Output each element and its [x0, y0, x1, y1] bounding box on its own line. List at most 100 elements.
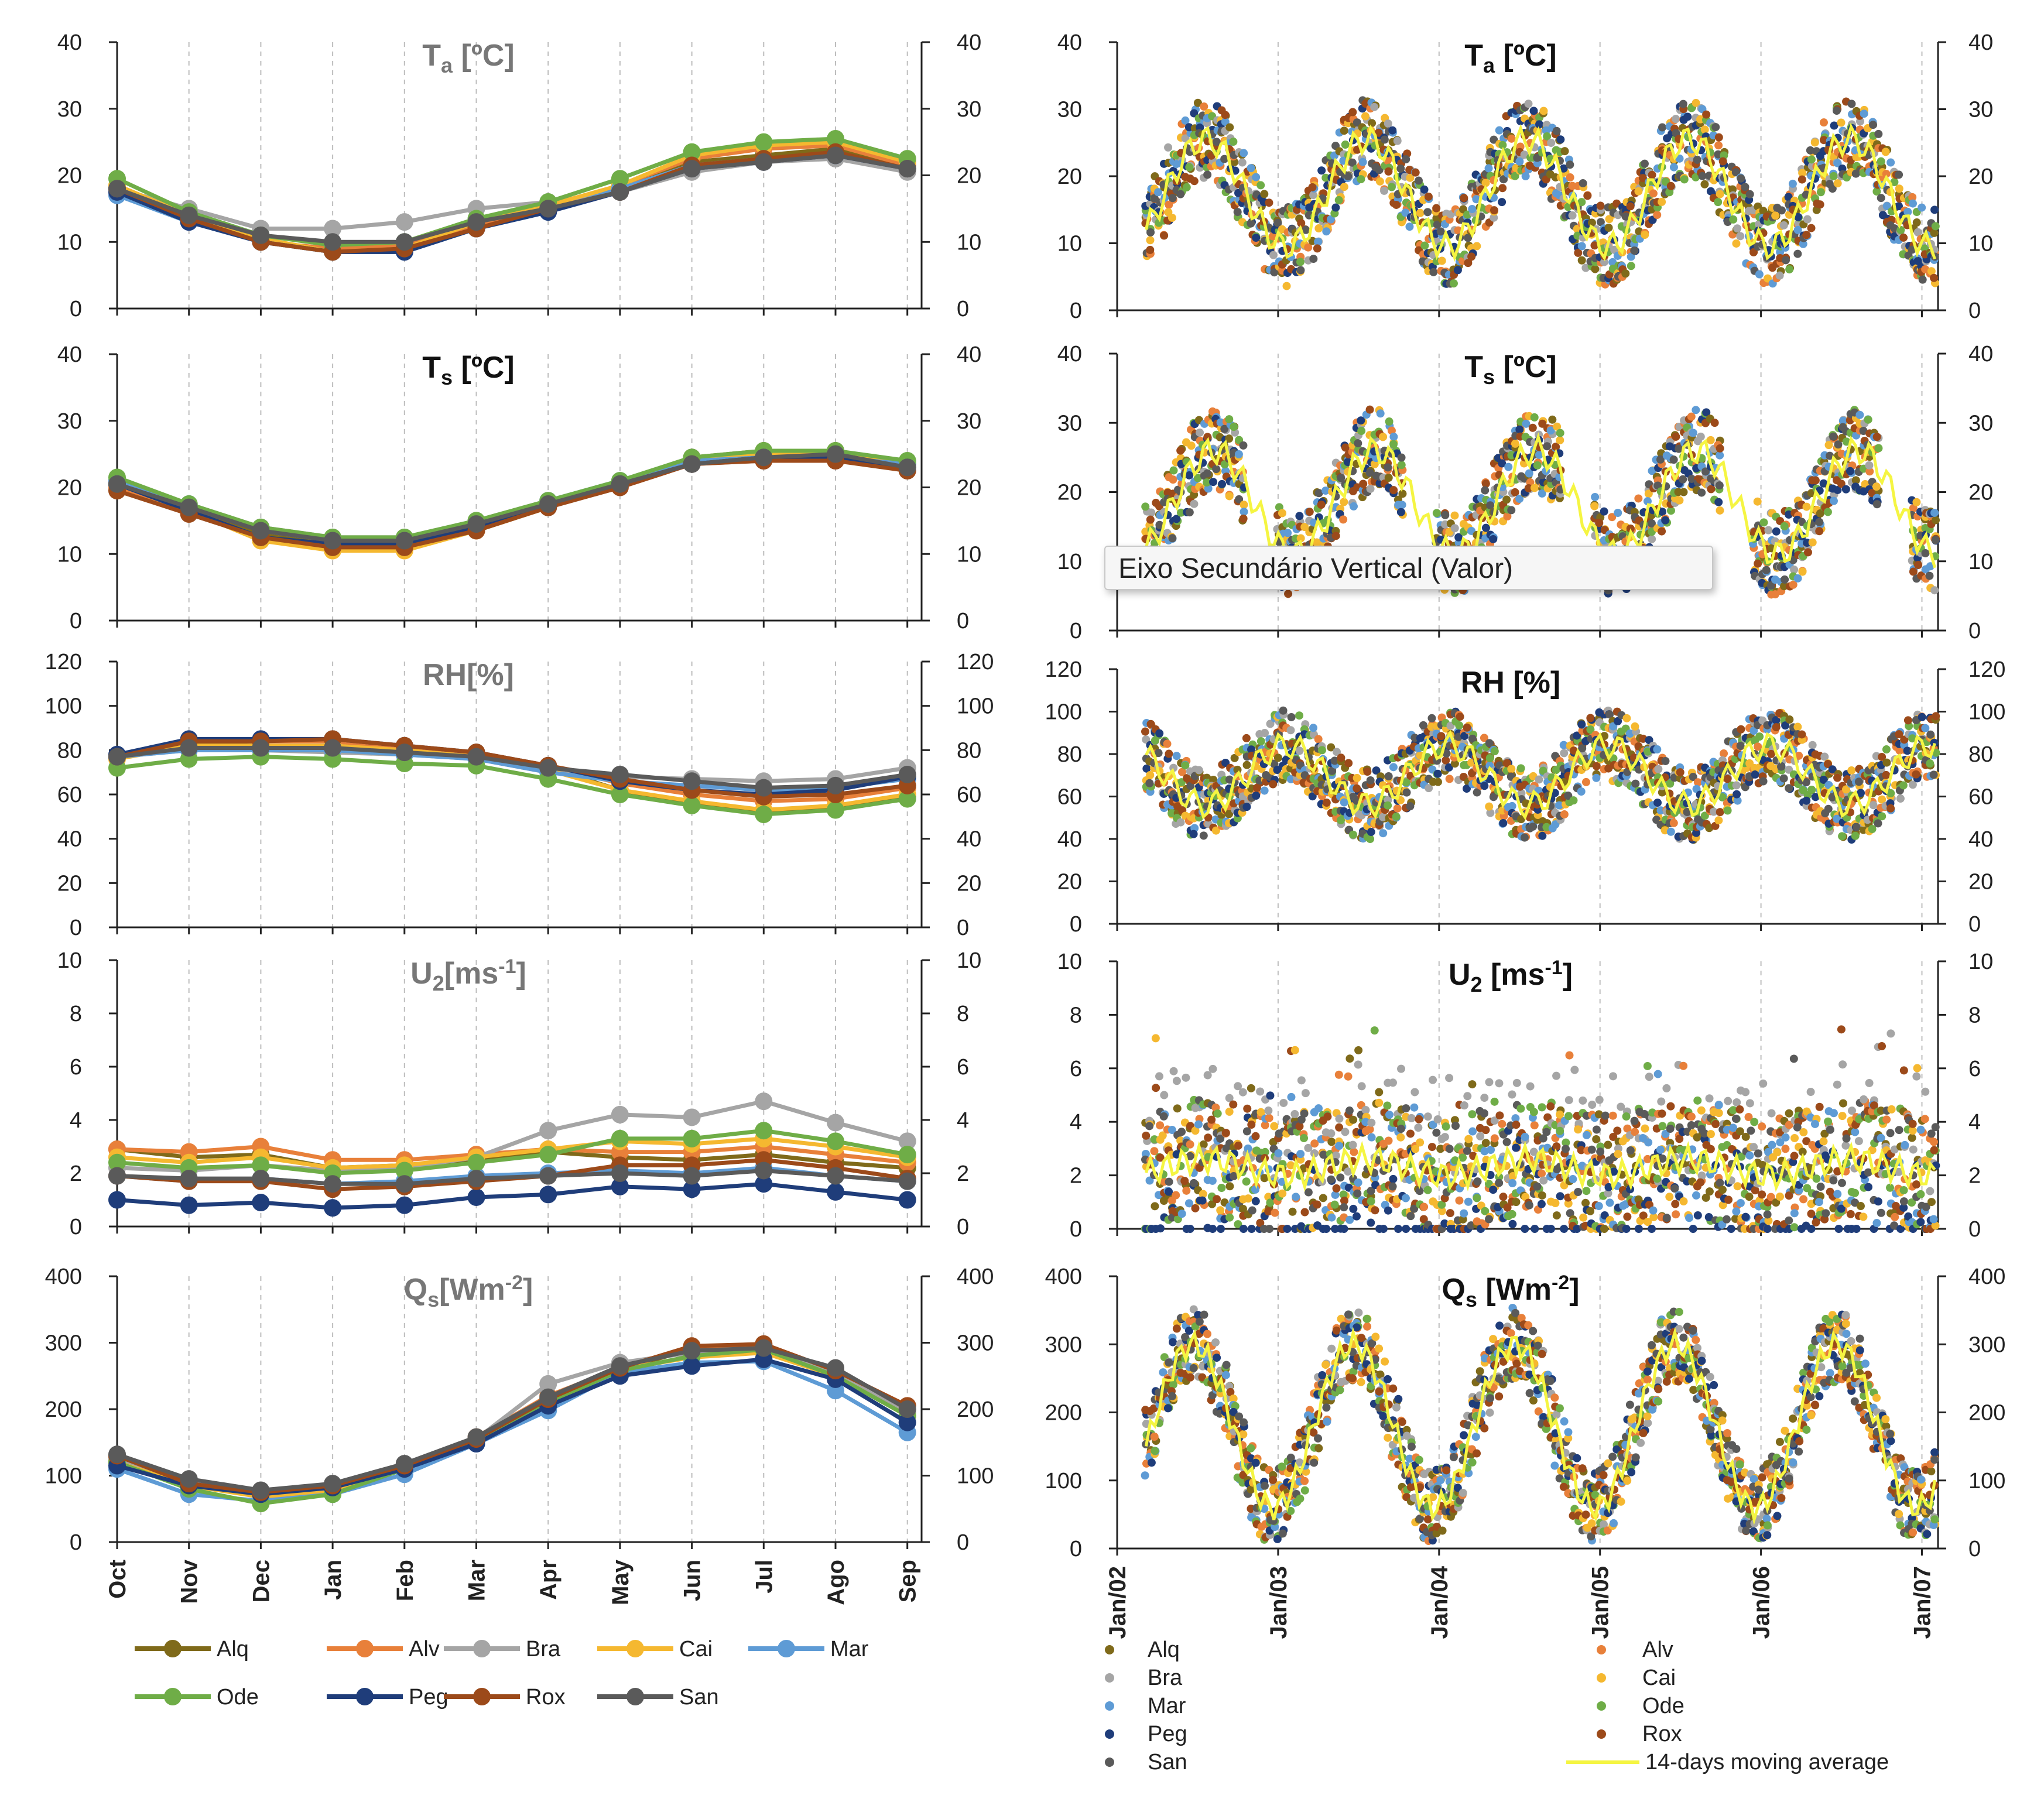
data-point [1772, 527, 1781, 536]
y-tick-label-secondary: 30 [957, 409, 981, 434]
data-point [1247, 164, 1255, 173]
data-point-San [611, 475, 629, 493]
data-point [1931, 222, 1940, 231]
data-point [1200, 102, 1208, 111]
data-point-Peg [683, 1180, 701, 1198]
data-point [1737, 174, 1745, 183]
data-point-San [755, 153, 773, 171]
data-point-Peg [467, 1188, 485, 1206]
data-point [1309, 191, 1318, 200]
panel-title: Ts [ºC] [1464, 350, 1556, 389]
data-point-San [180, 498, 198, 516]
data-point [1658, 197, 1666, 206]
data-point [1714, 141, 1723, 150]
data-point [1282, 282, 1291, 290]
data-point [1596, 218, 1605, 227]
data-point-San [324, 1175, 342, 1193]
data-point [1816, 200, 1824, 209]
data-point [1785, 265, 1794, 274]
data-point [1714, 198, 1723, 207]
data-point [1908, 199, 1917, 208]
data-point [1432, 509, 1441, 518]
data-point [1384, 463, 1392, 472]
data-point [1172, 515, 1181, 523]
data-point [1700, 125, 1709, 134]
data-point [1912, 218, 1921, 227]
data-point [1627, 262, 1635, 270]
data-point [1535, 775, 1543, 784]
data-point [1341, 141, 1350, 149]
series-line-San [116, 1346, 909, 1492]
y-tick-label: 10 [1057, 232, 1082, 256]
data-point [1877, 157, 1885, 166]
y-tick-label-secondary: 2 [957, 1162, 969, 1186]
data-point [1172, 752, 1181, 760]
data-point-Bra [539, 1122, 557, 1140]
data-point-Bra [827, 1114, 844, 1132]
y-tick-label: 20 [57, 476, 82, 501]
data-point [1141, 727, 1149, 736]
data-point [1147, 508, 1156, 517]
y-tick-label-secondary: 20 [1968, 165, 1993, 189]
y-tick-label-secondary: 40 [1968, 30, 1993, 55]
data-point [1710, 419, 1719, 427]
data-point [1930, 273, 1939, 282]
data-point [1621, 212, 1630, 221]
data-point [1583, 191, 1592, 200]
data-point [1164, 143, 1173, 152]
y-tick-label-secondary: 100 [957, 694, 994, 719]
data-point [1692, 406, 1700, 414]
data-point-San [539, 495, 557, 513]
data-point-San [395, 532, 413, 550]
data-point [1273, 753, 1282, 762]
data-point-Peg [827, 1183, 844, 1201]
data-point [1788, 179, 1797, 188]
data-point [1837, 118, 1846, 127]
data-point [1185, 508, 1194, 517]
data-point [1305, 508, 1314, 516]
data-point [1504, 463, 1513, 471]
data-point-San [467, 1170, 485, 1188]
data-point [1566, 173, 1574, 182]
data-point [1581, 777, 1590, 786]
series-line-Rox [116, 458, 908, 550]
data-point-Peg [108, 1191, 126, 1209]
data-point-Bra [683, 1108, 701, 1126]
data-point-Peg [611, 1177, 629, 1195]
y-tick-label-secondary: 40 [1968, 827, 1993, 852]
data-point [1405, 222, 1414, 231]
data-point [1882, 170, 1891, 179]
y-tick-label-secondary: 0 [1968, 912, 1981, 937]
data-point [1559, 164, 1568, 173]
y-tick-label-secondary: 20 [957, 164, 981, 189]
data-point [1433, 769, 1442, 778]
data-point [1384, 167, 1393, 176]
data-point [1872, 433, 1881, 441]
y-tick-label-secondary: 400 [957, 1265, 994, 1289]
data-point [1872, 187, 1881, 196]
y-tick-label-secondary: 20 [1968, 481, 1993, 505]
data-point [1393, 136, 1402, 145]
data-point [1242, 760, 1251, 769]
data-point [1711, 123, 1720, 132]
data-point [1654, 765, 1663, 773]
data-point [1556, 436, 1564, 444]
data-point [1389, 763, 1398, 772]
data-point [1819, 118, 1828, 127]
y-tick-label: 300 [45, 1331, 82, 1356]
data-point [1918, 275, 1927, 284]
data-point [1314, 224, 1323, 233]
data-point [1621, 269, 1630, 278]
data-point [1283, 529, 1292, 537]
data-point [1420, 241, 1429, 250]
data-point [1420, 185, 1429, 194]
data-point [1168, 534, 1177, 543]
data-point [1552, 126, 1561, 135]
data-point [1229, 137, 1238, 146]
data-point [1841, 485, 1850, 494]
data-point [1733, 224, 1742, 233]
data-point [1300, 523, 1309, 532]
data-point [1240, 149, 1248, 157]
